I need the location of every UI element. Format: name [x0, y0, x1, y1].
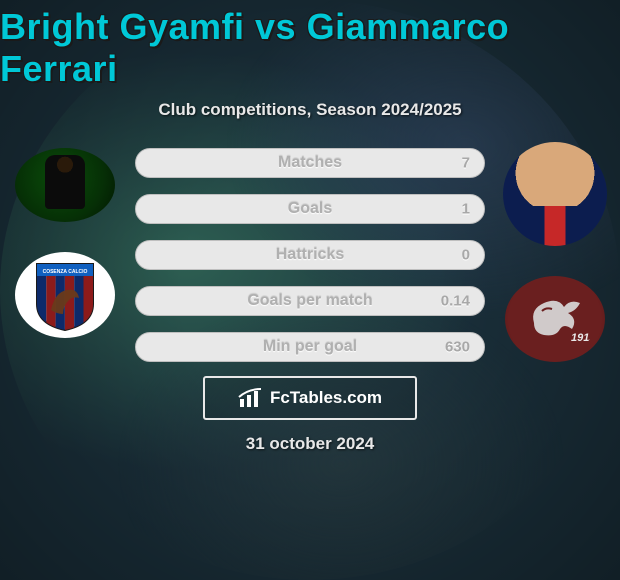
- stat-value-right: 0: [462, 247, 470, 264]
- stat-value-right: 0.14: [441, 293, 470, 310]
- stat-row: Goals 1: [135, 194, 485, 224]
- right-column: 1919: [500, 142, 610, 362]
- stats-list: Matches 7 Goals 1 Hattricks 0 Goals per …: [135, 148, 485, 362]
- shield-icon: COSENZA CALCIO: [33, 258, 97, 332]
- player-avatar-right: [503, 142, 607, 246]
- stat-label: Goals: [288, 200, 332, 218]
- stat-row: Matches 7: [135, 148, 485, 178]
- left-column: COSENZA CALCIO: [10, 142, 120, 338]
- hippocampus-icon: 1919: [520, 289, 590, 349]
- stat-row: Hattricks 0: [135, 240, 485, 270]
- stat-label: Hattricks: [276, 246, 344, 264]
- stat-row: Goals per match 0.14: [135, 286, 485, 316]
- svg-text:COSENZA CALCIO: COSENZA CALCIO: [43, 269, 88, 275]
- site-logo-text: FcTables.com: [270, 388, 382, 408]
- player-avatar-left: [15, 148, 115, 222]
- stat-value-right: 1: [462, 201, 470, 218]
- site-logo: FcTables.com: [203, 376, 417, 420]
- crest-year: 1919: [571, 332, 590, 344]
- stat-value-right: 7: [462, 155, 470, 172]
- stat-value-right: 630: [445, 339, 470, 356]
- stat-label: Goals per match: [247, 292, 372, 310]
- bar-chart-icon: [238, 387, 264, 409]
- infographic-root: Bright Gyamfi vs Giammarco Ferrari Club …: [0, 0, 620, 580]
- subtitle: Club competitions, Season 2024/2025: [158, 100, 461, 120]
- page-title: Bright Gyamfi vs Giammarco Ferrari: [0, 6, 620, 90]
- club-crest-left: COSENZA CALCIO: [15, 252, 115, 338]
- club-crest-right: 1919: [505, 276, 605, 362]
- stat-label: Matches: [278, 154, 342, 172]
- stat-label: Min per goal: [263, 338, 357, 356]
- comparison-row: COSENZA CALCIO Mat: [0, 142, 620, 362]
- date-label: 31 october 2024: [246, 434, 375, 454]
- stat-row: Min per goal 630: [135, 332, 485, 362]
